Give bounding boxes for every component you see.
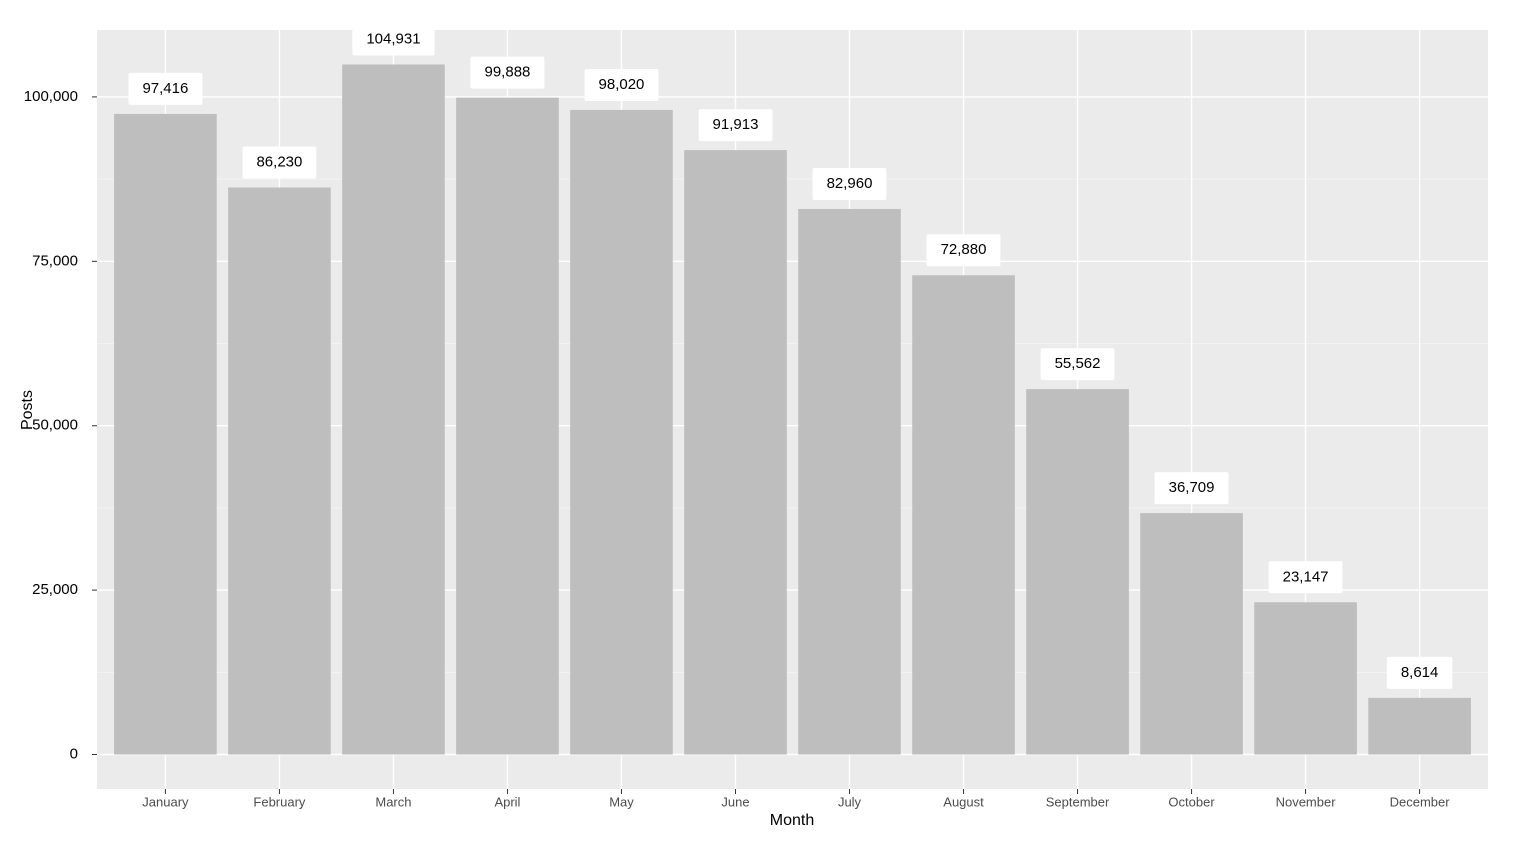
value-label: 86,230 xyxy=(256,153,302,170)
x-tick-label: August xyxy=(943,794,984,809)
value-label-box xyxy=(1268,561,1343,594)
bar xyxy=(1026,389,1129,755)
x-tick-label: May xyxy=(609,794,634,809)
x-tick-label: April xyxy=(494,794,520,809)
value-label: 104,931 xyxy=(366,30,420,47)
x-tick-label: February xyxy=(253,794,306,809)
value-label-box xyxy=(1154,472,1229,505)
value-label: 23,147 xyxy=(1283,568,1329,585)
value-label: 97,416 xyxy=(142,80,188,97)
x-tick-label: July xyxy=(838,794,862,809)
bar xyxy=(798,208,901,755)
bar xyxy=(684,150,787,755)
value-label: 91,913 xyxy=(713,116,759,133)
value-label-box xyxy=(698,109,773,142)
bar xyxy=(1368,697,1471,755)
value-label-box xyxy=(128,72,203,105)
x-tick-label: December xyxy=(1390,794,1451,809)
value-label-box xyxy=(926,234,1001,267)
value-label: 8,614 xyxy=(1401,664,1439,681)
y-tick-label: 0 xyxy=(70,745,78,762)
value-label-box xyxy=(584,68,659,101)
x-tick-label: October xyxy=(1168,794,1215,809)
x-axis-title: Month xyxy=(770,812,814,829)
bar xyxy=(912,275,1015,755)
value-label-box xyxy=(1040,348,1115,381)
value-label: 98,020 xyxy=(599,76,645,93)
value-label-box xyxy=(242,146,317,179)
x-tick-label: June xyxy=(721,794,749,809)
bar xyxy=(1254,602,1357,755)
bar xyxy=(342,64,445,755)
value-label: 82,960 xyxy=(827,175,873,192)
bar xyxy=(570,109,673,755)
y-tick-label: 75,000 xyxy=(32,252,78,269)
value-label: 55,562 xyxy=(1055,355,1101,372)
bar xyxy=(114,113,217,755)
value-label: 72,880 xyxy=(941,241,987,258)
value-label-box xyxy=(1386,656,1453,689)
x-tick-label: March xyxy=(375,794,411,809)
y-tick-label: 100,000 xyxy=(24,88,78,105)
value-label-box xyxy=(812,167,887,200)
bar xyxy=(456,97,559,755)
y-tick-label: 50,000 xyxy=(32,417,78,434)
value-label-box xyxy=(470,56,545,89)
value-label: 99,888 xyxy=(485,64,531,81)
bar xyxy=(228,187,331,755)
value-label-box xyxy=(352,23,435,56)
value-label: 36,709 xyxy=(1169,479,1215,496)
y-tick-label: 25,000 xyxy=(32,581,78,598)
x-tick-label: November xyxy=(1276,794,1337,809)
x-tick-label: September xyxy=(1046,794,1110,809)
bar xyxy=(1140,513,1243,755)
y-axis-title: Posts xyxy=(19,390,36,430)
x-tick-label: January xyxy=(142,794,189,809)
